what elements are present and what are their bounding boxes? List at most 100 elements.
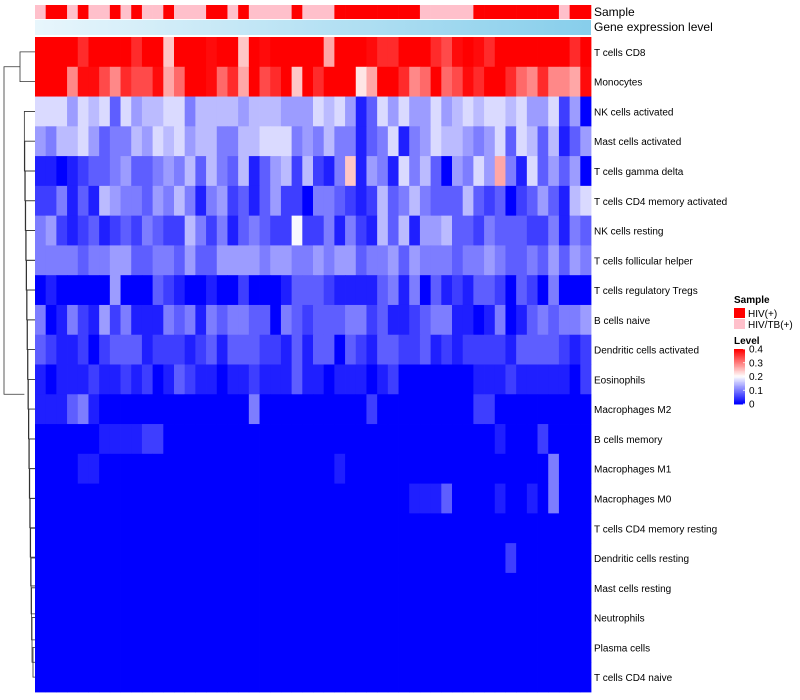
heatmap-cell [56, 483, 68, 514]
heatmap-cell [88, 513, 100, 544]
heatmap-cell [280, 215, 293, 246]
heatmap-cell [569, 543, 581, 574]
heatmap-cell [377, 483, 389, 514]
heatmap-cell [494, 662, 506, 693]
legend-colorbar-segment [734, 377, 745, 380]
heatmap-cell [88, 662, 100, 693]
heatmap-cell [131, 156, 143, 187]
heatmap-cell [195, 66, 207, 97]
heatmap-cell [398, 126, 410, 157]
heatmap-cell [141, 483, 154, 514]
heatmap-cell [494, 453, 506, 484]
heatmap-cell [216, 364, 228, 395]
heatmap-cell [248, 304, 260, 336]
heatmap-cell [494, 126, 506, 157]
sample-annotation-cell [387, 5, 399, 19]
heatmap-cell [56, 364, 68, 395]
heatmap-cell [291, 96, 303, 127]
heatmap-cell [366, 156, 378, 187]
heatmap-cell [430, 275, 442, 306]
heatmap-cell [409, 632, 421, 663]
heatmap-cell [334, 96, 346, 127]
heatmap-cell [548, 632, 560, 663]
heatmap-cell [430, 37, 442, 68]
heatmap-cell [484, 572, 496, 604]
heatmap-cell [569, 185, 581, 217]
legend-colorbar-segment [734, 362, 745, 365]
heatmap-cell [35, 275, 47, 306]
heatmap-cell [184, 662, 196, 693]
heatmap-cell [419, 37, 432, 68]
heatmap-cell [526, 66, 538, 97]
heatmap-cell [131, 275, 143, 306]
heatmap-cell [409, 572, 421, 604]
heatmap-cell [291, 66, 303, 97]
heatmap-cell [270, 275, 282, 306]
heatmap-cell [88, 245, 100, 276]
heatmap-cell [452, 543, 464, 574]
sample-annotation-cell [227, 5, 239, 19]
heatmap-cell [548, 453, 560, 484]
heatmap-cell [184, 453, 196, 484]
heatmap-cell [558, 662, 571, 693]
heatmap-cell [99, 572, 111, 604]
heatmap-cell [387, 304, 399, 336]
heatmap-cell [216, 483, 228, 514]
heatmap-cell [206, 364, 218, 395]
heatmap-cell [280, 245, 293, 276]
heatmap-cell [462, 245, 474, 276]
heatmap-cell [216, 543, 228, 574]
heatmap-cell [77, 543, 89, 574]
heatmap-cell [120, 126, 132, 157]
heatmap-cell [334, 602, 346, 633]
heatmap-cell [248, 156, 260, 187]
heatmap-cell [56, 245, 68, 276]
legend-colorbar-segment [734, 383, 745, 386]
heatmap-cell [67, 245, 79, 276]
heatmap-cell [302, 364, 314, 395]
heatmap-cell [163, 96, 175, 127]
row-label: Macrophages M1 [594, 465, 672, 476]
heatmap-cell [494, 245, 506, 276]
heatmap-cell [99, 96, 111, 127]
heatmap-cell [548, 662, 560, 693]
heatmap-cell [313, 602, 325, 633]
heatmap-cell [558, 394, 571, 425]
heatmap-cell [484, 37, 496, 68]
heatmap-cell [141, 275, 154, 306]
heatmap-cell [238, 632, 250, 663]
heatmap-cell [462, 37, 474, 68]
dendrogram-branch [23, 111, 35, 172]
heatmap-cell [505, 37, 517, 68]
heatmap-cell [270, 424, 282, 455]
heatmap-cell [366, 304, 378, 336]
heatmap-cell [452, 394, 464, 425]
heatmap-cell [484, 543, 496, 574]
heatmap-cell [377, 543, 389, 574]
heatmap-cell [163, 304, 175, 336]
heatmap-cell [280, 424, 293, 455]
heatmap-cell [430, 334, 442, 365]
heatmap-cell [441, 334, 453, 365]
heatmap-cell [516, 275, 528, 306]
heatmap-cell [109, 453, 121, 484]
heatmap-cell [345, 543, 357, 574]
heatmap-cell [345, 602, 357, 633]
heatmap-cell [206, 156, 218, 187]
heatmap-cell [323, 394, 335, 425]
heatmap-cell [419, 245, 432, 276]
heatmap-cell [323, 483, 335, 514]
heatmap-cell [67, 66, 79, 97]
heatmap-cell [377, 66, 389, 97]
heatmap-cell [313, 126, 325, 157]
heatmap-cell [377, 364, 389, 395]
heatmap-cell [291, 632, 303, 663]
heatmap-cell [206, 394, 218, 425]
heatmap-cell [291, 156, 303, 187]
heatmap-cell [302, 96, 314, 127]
heatmap-cell [227, 662, 239, 693]
heatmap-cell [131, 364, 143, 395]
heatmap-cell [377, 37, 389, 68]
heatmap-cell [131, 572, 143, 604]
heatmap-cell [67, 453, 79, 484]
